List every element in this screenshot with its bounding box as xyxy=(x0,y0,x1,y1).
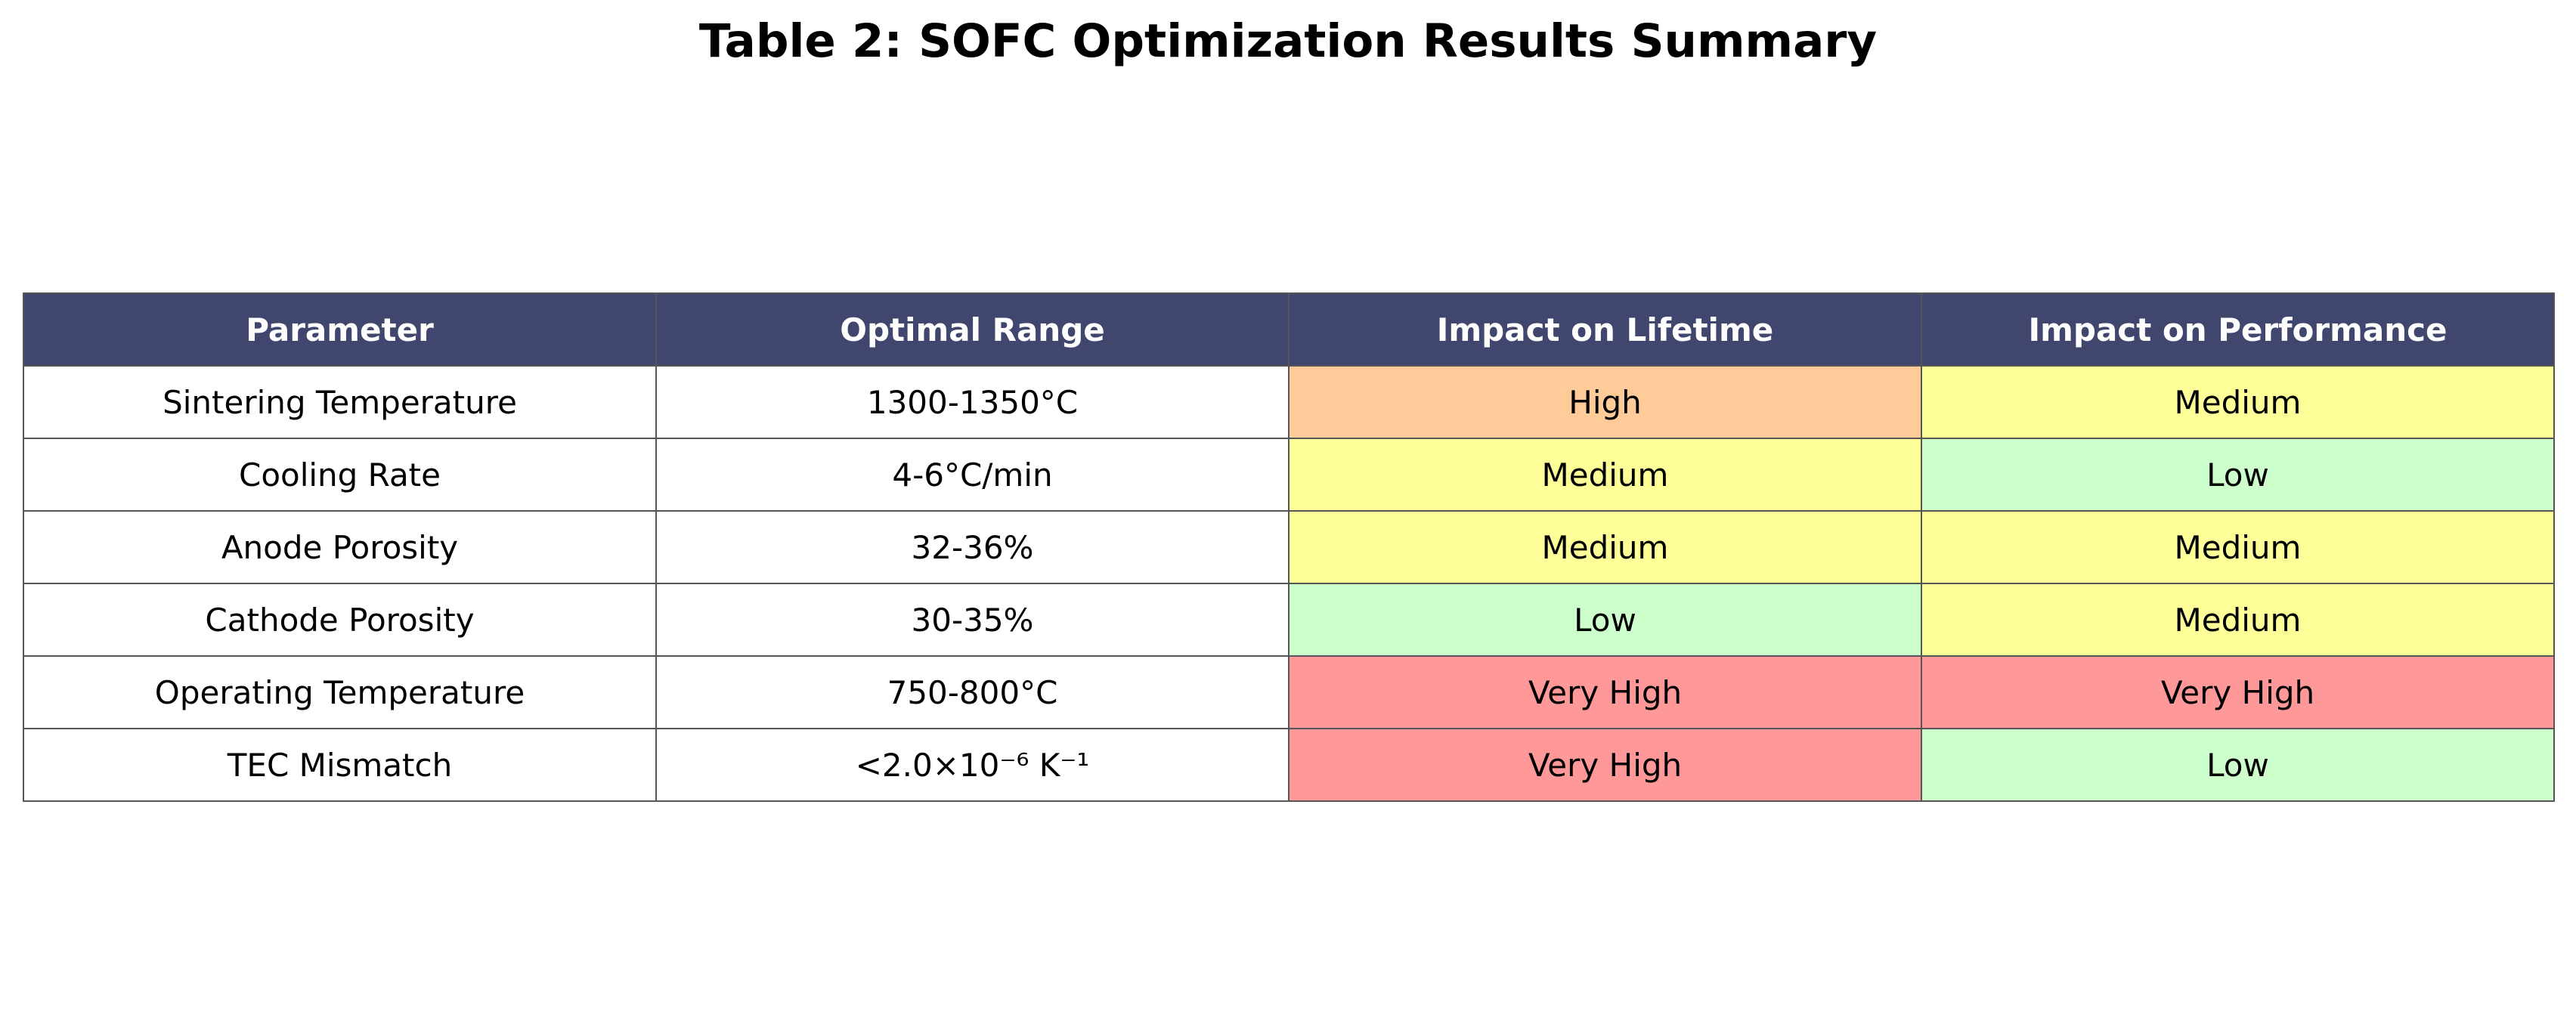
table-row: Anode Porosity 32-36% Medium Medium xyxy=(23,510,2555,584)
header-impact-on-lifetime: Impact on Lifetime xyxy=(1288,292,1922,367)
cell-impact-lifetime: Very High xyxy=(1288,728,1922,802)
cell-optimal-range: 4-6°C/min xyxy=(655,438,1290,512)
table-title: Table 2: SOFC Optimization Results Summa… xyxy=(698,14,1878,68)
cell-optimal-range: 1300-1350°C xyxy=(655,365,1290,439)
cell-impact-performance: Medium xyxy=(1921,510,2555,584)
cell-parameter: Anode Porosity xyxy=(23,510,657,584)
cell-optimal-range: 750-800°C xyxy=(655,655,1290,729)
cell-impact-performance: Very High xyxy=(1921,655,2555,729)
cell-optimal-range: 32-36% xyxy=(655,510,1290,584)
cell-impact-performance: Low xyxy=(1921,728,2555,802)
cell-parameter: Cathode Porosity xyxy=(23,583,657,657)
cell-impact-lifetime: High xyxy=(1288,365,1922,439)
cell-impact-performance: Medium xyxy=(1921,365,2555,439)
cell-parameter: Cooling Rate xyxy=(23,438,657,512)
cell-impact-performance: Medium xyxy=(1921,583,2555,657)
cell-impact-lifetime: Medium xyxy=(1288,438,1922,512)
cell-impact-performance: Low xyxy=(1921,438,2555,512)
cell-impact-lifetime: Low xyxy=(1288,583,1922,657)
table-row: TEC Mismatch <2.0×10⁻⁶ K⁻¹ Very High Low xyxy=(23,728,2555,802)
cell-optimal-range: <2.0×10⁻⁶ K⁻¹ xyxy=(655,728,1290,802)
cell-parameter: TEC Mismatch xyxy=(23,728,657,802)
header-optimal-range: Optimal Range xyxy=(655,292,1290,367)
table-row: Cathode Porosity 30-35% Low Medium xyxy=(23,583,2555,657)
cell-impact-lifetime: Medium xyxy=(1288,510,1922,584)
cell-optimal-range: 30-35% xyxy=(655,583,1290,657)
header-parameter: Parameter xyxy=(23,292,657,367)
table-row: Sintering Temperature 1300-1350°C High M… xyxy=(23,365,2555,439)
header-row: Parameter Optimal Range Impact on Lifeti… xyxy=(23,292,2555,367)
table-row: Cooling Rate 4-6°C/min Medium Low xyxy=(23,438,2555,512)
cell-parameter: Sintering Temperature xyxy=(23,365,657,439)
cell-parameter: Operating Temperature xyxy=(23,655,657,729)
results-table: Parameter Optimal Range Impact on Lifeti… xyxy=(23,292,2555,802)
table-row: Operating Temperature 750-800°C Very Hig… xyxy=(23,655,2555,729)
header-impact-on-performance: Impact on Performance xyxy=(1921,292,2555,367)
cell-impact-lifetime: Very High xyxy=(1288,655,1922,729)
